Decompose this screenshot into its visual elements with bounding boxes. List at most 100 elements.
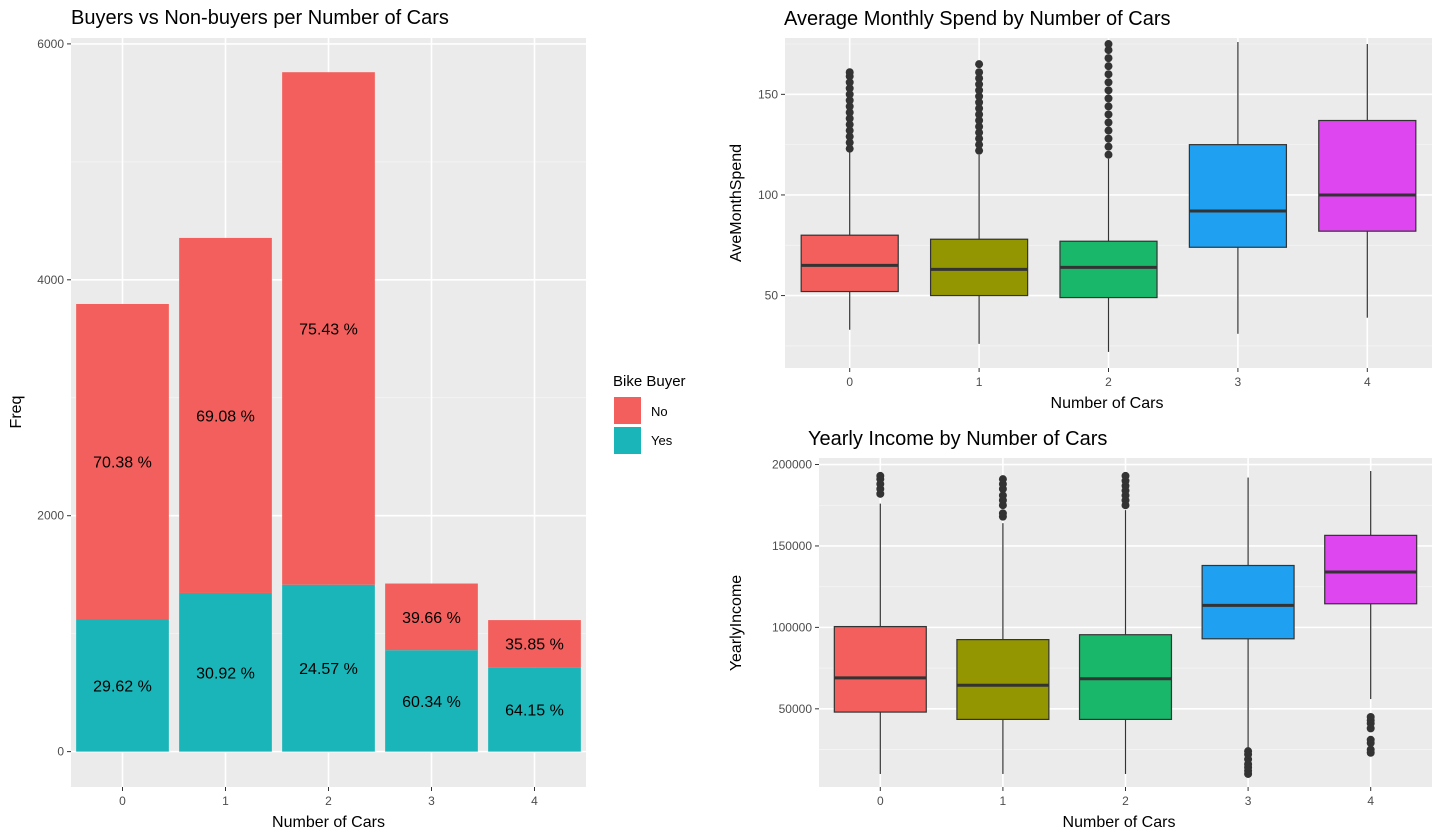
bar-x-axis-title: Number of Cars bbox=[272, 814, 385, 831]
income-x-tick-labels: 0 1 2 3 4 bbox=[877, 787, 1374, 808]
spend-y-tick-label: 150 bbox=[758, 87, 778, 101]
bar-segment-no bbox=[488, 620, 581, 668]
spend-box-body bbox=[929, 238, 1029, 297]
spend-box-2 bbox=[1059, 40, 1158, 352]
spend-y-tick-label: 50 bbox=[765, 289, 779, 303]
spend-box-body bbox=[800, 234, 899, 293]
spend-outlier-point bbox=[975, 80, 984, 89]
spend-y-tick-labels: 50 100 150 bbox=[758, 87, 785, 303]
spend-box-body bbox=[1318, 119, 1417, 232]
income-y-tick-label: 150000 bbox=[772, 539, 812, 553]
bar-marks bbox=[76, 72, 581, 752]
spend-box-marks bbox=[800, 40, 1417, 352]
bar-y-tick-label: 6000 bbox=[37, 37, 64, 51]
spend-box-body bbox=[1188, 144, 1288, 248]
spend-outlier-point bbox=[975, 86, 984, 95]
spend-outlier-point bbox=[1104, 70, 1113, 79]
spend-outlier-point bbox=[975, 68, 984, 77]
bar-percent-label-yes: 30.92 % bbox=[196, 665, 255, 682]
bar-percent-label-no: 69.08 % bbox=[196, 408, 255, 425]
bar-segment-no bbox=[179, 237, 272, 593]
spend-outlier-point bbox=[845, 78, 854, 87]
spend-outlier-point bbox=[975, 116, 984, 125]
bar-segment-no bbox=[282, 72, 375, 585]
spend-outlier-point bbox=[845, 120, 854, 129]
spend-boxplot-panel: 50 100 150 0 1 2 3 4 Average Monthly Spend by … bbox=[728, 8, 1432, 412]
spend-chart-title: Average Monthly Spend by Number of Cars bbox=[784, 8, 1171, 30]
spend-outlier-point bbox=[845, 102, 854, 111]
bar-percent-label-no: 35.85 % bbox=[505, 637, 564, 654]
bar-percent-label-no: 70.38 % bbox=[93, 455, 152, 472]
income-outlier-point bbox=[1121, 471, 1130, 480]
bar-percent-label-yes: 60.34 % bbox=[402, 694, 461, 711]
spend-outlier-point bbox=[1104, 40, 1113, 49]
spend-outlier-point bbox=[975, 110, 984, 119]
income-x-tick-label: 4 bbox=[1367, 794, 1374, 808]
bar-y-tick-label: 4000 bbox=[37, 273, 64, 287]
spend-x-tick-labels: 0 1 2 3 4 bbox=[846, 368, 1371, 389]
income-box-0 bbox=[833, 471, 927, 774]
spend-outlier-point bbox=[1104, 46, 1113, 55]
spend-outlier-point bbox=[975, 104, 984, 113]
bar-segment-yes bbox=[488, 667, 581, 752]
bar-percent-label-yes: 24.57 % bbox=[299, 661, 358, 678]
bar-x-tick-label: 4 bbox=[531, 794, 538, 808]
income-y-tick-label: 200000 bbox=[772, 458, 812, 472]
spend-outlier-point bbox=[975, 128, 984, 137]
spend-box-0 bbox=[800, 68, 899, 330]
spend-outlier-point bbox=[845, 138, 854, 147]
spend-x-axis-title: Number of Cars bbox=[1051, 395, 1164, 412]
legend: Bike Buyer No Yes bbox=[613, 373, 686, 454]
income-x-axis-title: Number of Cars bbox=[1063, 814, 1176, 831]
spend-outlier-point bbox=[975, 92, 984, 101]
spend-outlier-point bbox=[1104, 78, 1113, 87]
income-outlier-point bbox=[998, 491, 1007, 500]
spend-outlier-point bbox=[1104, 54, 1113, 63]
income-y-tick-label: 50000 bbox=[779, 702, 813, 716]
income-outlier-point bbox=[1244, 747, 1253, 756]
income-outlier-point bbox=[998, 509, 1007, 518]
legend-label-yes: Yes bbox=[651, 433, 673, 448]
spend-outlier-point bbox=[975, 98, 984, 107]
spend-x-tick-label: 3 bbox=[1235, 375, 1242, 389]
legend-key-yes bbox=[614, 427, 641, 454]
spend-x-tick-label: 2 bbox=[1105, 375, 1112, 389]
spend-x-tick-label: 1 bbox=[976, 375, 983, 389]
bar-segment-no bbox=[385, 583, 478, 651]
bar-x-tick-label: 0 bbox=[119, 794, 126, 808]
spend-x-tick-label: 0 bbox=[846, 375, 853, 389]
income-outlier-point bbox=[876, 471, 885, 480]
income-box-body bbox=[833, 625, 927, 713]
bar-x-tick-label: 3 bbox=[428, 794, 435, 808]
income-box-body bbox=[1078, 634, 1173, 721]
spend-outlier-point bbox=[845, 96, 854, 105]
spend-outlier-point bbox=[975, 60, 984, 69]
income-box-body bbox=[956, 639, 1050, 721]
bar-x-tick-labels: 0 1 2 3 4 bbox=[119, 787, 538, 808]
spend-outlier-point bbox=[1104, 86, 1113, 95]
income-x-tick-label: 3 bbox=[1245, 794, 1252, 808]
income-x-tick-label: 2 bbox=[1122, 794, 1129, 808]
spend-outlier-point bbox=[845, 144, 854, 153]
bar-percent-label-yes: 29.62 % bbox=[93, 679, 152, 696]
bar-percent-labels: 29.62 % 70.38 % 30.92 % 69.08 % 24.57 % 75.43… bbox=[93, 321, 564, 719]
bar-percent-label-yes: 64.15 % bbox=[505, 702, 564, 719]
spend-outlier-point bbox=[975, 74, 984, 83]
spend-y-axis-title: AveMonthSpend bbox=[728, 144, 745, 262]
spend-outlier-point bbox=[845, 68, 854, 77]
income-box-marks bbox=[833, 471, 1418, 778]
bar-chart-title: Buyers vs Non-buyers per Number of Cars bbox=[71, 7, 449, 29]
income-box-4 bbox=[1324, 471, 1418, 757]
spend-outlier-point bbox=[845, 114, 854, 123]
income-x-tick-label: 0 bbox=[877, 794, 884, 808]
income-y-axis-title: YearlyIncome bbox=[728, 575, 745, 671]
spend-outlier-point bbox=[845, 108, 854, 117]
spend-box-4 bbox=[1318, 44, 1417, 318]
spend-outlier-point bbox=[1104, 134, 1113, 143]
income-y-tick-label: 100000 bbox=[772, 620, 812, 634]
legend-title: Bike Buyer bbox=[613, 373, 686, 390]
spend-box-3 bbox=[1188, 42, 1288, 334]
spend-outlier-point bbox=[1104, 62, 1113, 71]
income-box-body bbox=[1324, 534, 1418, 605]
income-box-1 bbox=[956, 475, 1050, 774]
